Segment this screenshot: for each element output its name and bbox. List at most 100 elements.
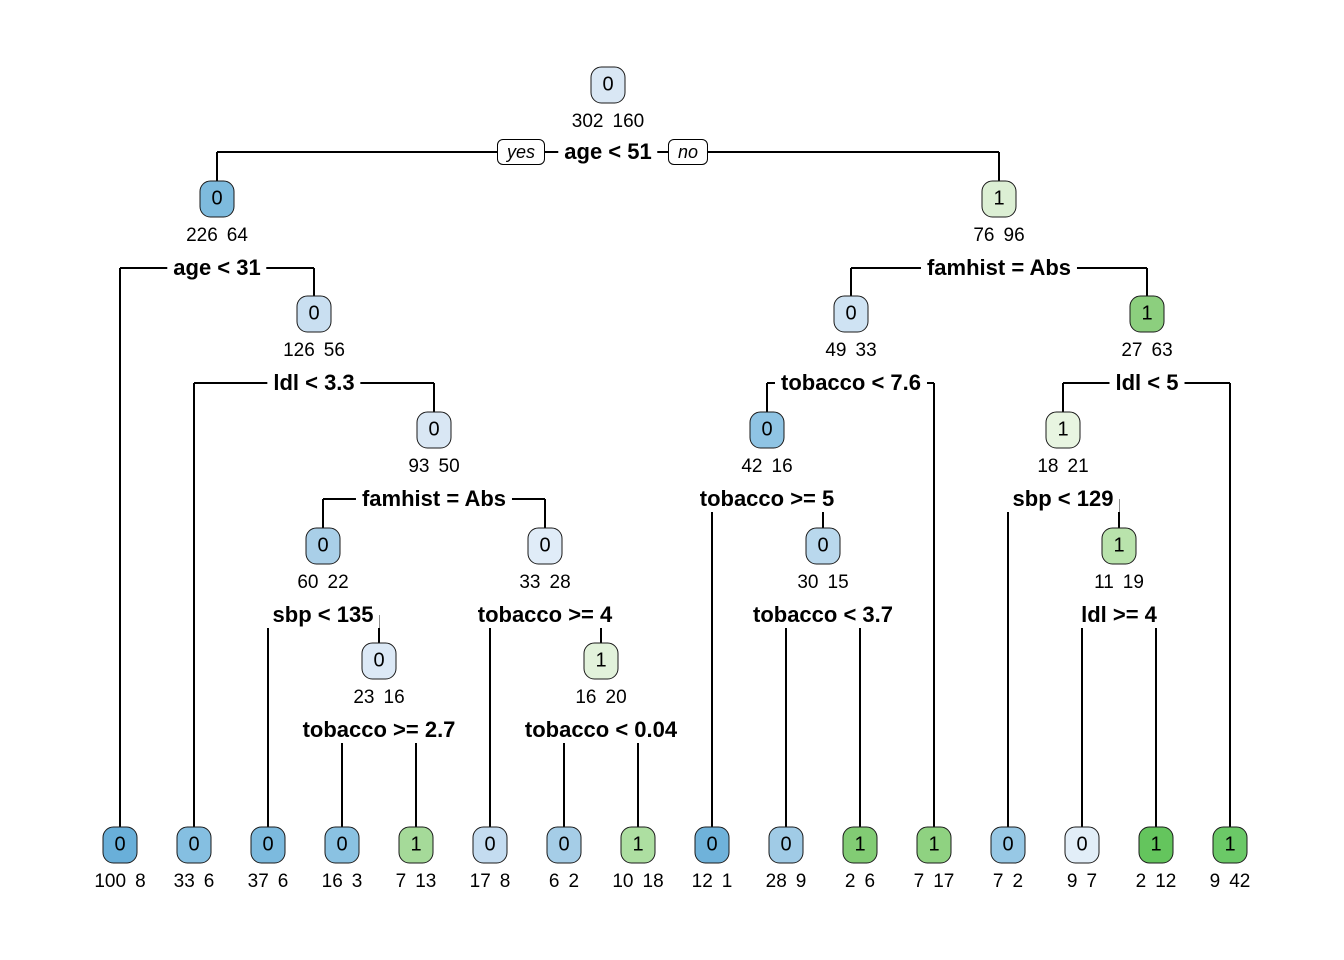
count-class0: 23 [353,687,375,708]
tree-node: 0 [305,527,341,565]
node-counts: 16 3 [322,871,363,893]
branch-vline [313,268,315,296]
branch-vline [1118,499,1120,528]
node-class-label: 0 [317,534,329,557]
split-label: sbp < 129 [1006,486,1120,512]
count-class1: 8 [499,871,511,892]
count-class1: 64 [226,225,248,246]
tree-node: 1 [1212,826,1248,864]
count-class1: 33 [855,340,877,361]
branch-vline [933,383,935,827]
node-counts: 302 160 [572,111,644,133]
count-class1: 19 [1122,572,1144,593]
count-class0: 302 [571,111,604,132]
count-class0: 10 [612,871,634,892]
node-counts: 23 16 [353,687,404,709]
tree-node: 0 [472,826,508,864]
node-class-label: 1 [1057,418,1069,441]
count-class1: 16 [383,687,405,708]
tree-node: 1 [1045,411,1081,449]
branch-vline [1007,499,1009,827]
tree-node: 1 [981,180,1017,218]
count-class0: 37 [247,871,269,892]
count-class0: 16 [575,687,597,708]
count-class0: 27 [1121,340,1143,361]
node-class-label: 1 [993,187,1005,210]
tree-node: 1 [916,826,952,864]
node-class-label: 0 [308,302,320,325]
node-counts: 33 6 [174,871,215,893]
branch-vline [998,152,1000,181]
count-class0: 9 [1066,871,1078,892]
branch-vline [850,268,852,296]
branch-vline [341,730,343,827]
branch-vline [544,499,546,528]
split-label: age < 51 [558,139,658,165]
node-counts: 30 15 [797,572,848,594]
split-label: tobacco < 0.04 [518,717,684,743]
count-class1: 9 [795,871,807,892]
count-class1: 22 [327,572,349,593]
branch-vline [1081,615,1083,827]
branch-vline [1155,615,1157,827]
count-class1: 20 [605,687,627,708]
node-class-label: 1 [1113,534,1125,557]
node-counts: 49 33 [825,340,876,362]
count-class1: 8 [135,871,146,892]
count-class0: 30 [797,572,819,593]
split-label: sbp < 135 [266,602,380,628]
node-class-label: 0 [761,418,773,441]
tree-node: 1 [583,642,619,680]
count-class0: 126 [283,340,315,361]
tree-node: 1 [398,826,434,864]
tree-node: 0 [361,642,397,680]
count-class0: 16 [321,871,343,892]
tree-node: 1 [1138,826,1174,864]
count-class0: 33 [173,871,195,892]
tree-node: 0 [546,826,582,864]
branch-vline [637,730,639,827]
node-counts: 33 28 [519,572,570,594]
tree-node: 0 [416,411,452,449]
split-label: ldl >= 4 [1075,602,1163,628]
tree-node: 0 [324,826,360,864]
node-counts: 17 8 [470,871,511,893]
node-class-label: 1 [928,833,940,856]
count-class0: 49 [825,340,847,361]
count-class0: 42 [741,456,763,477]
count-class0: 12 [691,871,713,892]
node-class-label: 0 [780,833,792,856]
node-counts: 2 12 [1136,871,1177,893]
node-class-label: 1 [854,833,866,856]
node-counts: 100 8 [94,871,145,893]
branch-vline [378,615,380,643]
node-class-label: 1 [1224,833,1236,856]
branch-vline [433,383,435,412]
count-class1: 13 [415,871,437,892]
branch-vline [216,152,218,181]
count-class0: 60 [297,572,319,593]
tree-node: 0 [768,826,804,864]
count-class1: 6 [277,871,289,892]
node-counts: 37 6 [248,871,289,893]
branch-vline [1062,383,1064,412]
node-class-label: 0 [373,649,385,672]
count-class1: 6 [203,871,215,892]
node-class-label: 0 [706,833,718,856]
count-class1: 2 [1012,871,1024,892]
branch-vline [415,730,417,827]
branch-yes-label: yes [496,139,546,165]
count-class1: 17 [933,871,955,892]
count-class1: 12 [1155,871,1177,892]
node-counts: 16 20 [575,687,626,709]
branch-vline [766,383,768,412]
count-class0: 9 [1209,871,1221,892]
count-class1: 50 [438,456,460,477]
tree-node: 0 [102,826,138,864]
tree-node: 0 [250,826,286,864]
branch-vline [267,615,269,827]
tree-node: 0 [590,66,626,104]
